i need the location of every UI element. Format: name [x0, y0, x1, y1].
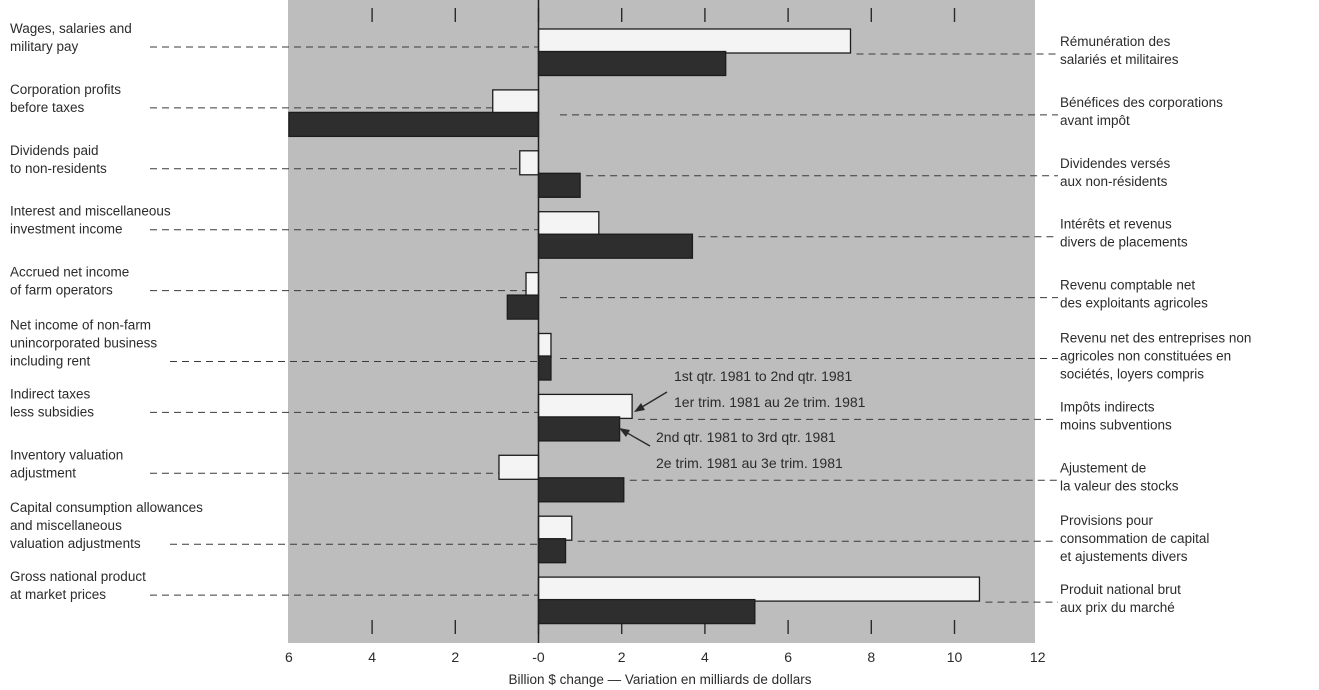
bar-series2: [537, 172, 581, 198]
category-label-fr: des exploitants agricoles: [1060, 296, 1208, 311]
category-label-fr: Bénéfices des corporations: [1060, 95, 1223, 110]
x-tick-label: 2: [618, 649, 626, 665]
x-tick-label: 4: [701, 649, 709, 665]
category-label-en: unincorporated business: [10, 336, 157, 351]
category-label-fr: Provisions pour: [1060, 513, 1154, 528]
category-label-en: less subsidies: [10, 404, 94, 419]
bar-series1: [537, 576, 981, 602]
bar-series1: [519, 150, 540, 176]
bar-series2: [537, 50, 727, 77]
bar-series1: [525, 271, 540, 298]
bar-series1: [492, 89, 540, 115]
bar-series2: [288, 111, 540, 138]
bar-series1: [537, 211, 600, 237]
legend-arrowhead-series2: [619, 428, 630, 437]
category-label-en: Net income of non-farm: [10, 318, 151, 333]
category-label-en: Wages, salaries and: [10, 21, 132, 36]
x-tick-label: 10: [947, 649, 963, 665]
category-label-en: adjustment: [10, 465, 76, 480]
category-label-en: Dividends paid: [10, 143, 99, 158]
category-label-en: military pay: [10, 39, 79, 54]
category-label-fr: la valeur des stocks: [1060, 478, 1179, 493]
category-label-en: and miscellaneous: [10, 518, 122, 533]
category-label-en: Corporation profits: [10, 82, 121, 97]
bar-series1: [537, 28, 852, 54]
category-label-en: Gross national product: [10, 569, 146, 584]
bar-series1: [498, 454, 540, 480]
x-tick-label: 6: [285, 649, 293, 665]
category-label-fr: Produit national brut: [1060, 582, 1181, 597]
legend-series2-en: 2nd qtr. 1981 to 3rd qtr. 1981: [656, 429, 836, 445]
category-label-fr: consommation de capital: [1060, 531, 1209, 546]
x-tick-labels: 6 4 2 -0 2 4 6 8 10 12: [285, 649, 1046, 665]
x-tick-label: 12: [1030, 649, 1046, 665]
x-tick-label: 2: [451, 649, 459, 665]
legend-series2-fr: 2e trim. 1981 au 3e trim. 1981: [656, 455, 843, 471]
labels-french: Rémunération des salariés et militaires Bé…: [1060, 34, 1251, 615]
category-label-fr: Dividendes versés: [1060, 156, 1171, 171]
category-label-fr: Rémunération des: [1060, 34, 1171, 49]
x-tick-label: 6: [784, 649, 792, 665]
category-label-en: at market prices: [10, 587, 106, 602]
labels-english: Wages, salaries and military pay Corporati…: [10, 21, 203, 602]
bar-series2: [537, 598, 756, 625]
category-label-fr: agricoles non constituées en: [1060, 349, 1231, 364]
category-label-fr: divers de placements: [1060, 235, 1188, 250]
category-label-en: to non-residents: [10, 161, 107, 176]
x-tick-label: 8: [867, 649, 875, 665]
x-tick-label: 4: [368, 649, 376, 665]
category-label-fr: aux non-résidents: [1060, 174, 1168, 189]
legend-arrowhead-series1: [634, 403, 645, 412]
category-label-fr: Intérêts et revenus: [1060, 217, 1172, 232]
bar-series2: [537, 538, 567, 564]
category-label-fr: aux prix du marché: [1060, 600, 1175, 615]
x-tick-label: -0: [532, 649, 545, 665]
category-label-fr: Revenu net des entreprises non: [1060, 331, 1251, 346]
category-label-en: including rent: [10, 354, 91, 369]
legend-series1-en: 1st qtr. 1981 to 2nd qtr. 1981: [674, 368, 852, 384]
bar-series2: [537, 233, 694, 259]
category-label-fr: Revenu comptable net: [1060, 278, 1195, 293]
bar-series1: [537, 515, 573, 541]
category-label-en: Accrued net income: [10, 265, 129, 280]
category-label-en: Interest and miscellaneous: [10, 204, 171, 219]
bar-series2: [537, 355, 552, 381]
x-axis-label: Billion $ change — Variation en milliard…: [509, 672, 812, 687]
category-label-en: valuation adjustments: [10, 536, 141, 551]
legend-series1-fr: 1er trim. 1981 au 2e trim. 1981: [674, 394, 866, 410]
bar-series2: [537, 477, 625, 503]
category-label-en: before taxes: [10, 100, 85, 115]
category-label-en: Capital consumption allowances: [10, 500, 203, 515]
bar-series1: [537, 332, 552, 359]
category-label-en: of farm operators: [10, 283, 113, 298]
category-label-fr: moins subventions: [1060, 417, 1172, 432]
bar-series2: [537, 416, 621, 442]
leader-lines: [150, 46, 1058, 603]
category-label-fr: sociétés, loyers compris: [1060, 367, 1204, 382]
category-label-en: Inventory valuation: [10, 447, 123, 462]
category-label-fr: Ajustement de: [1060, 460, 1146, 475]
bar-series1: [537, 393, 633, 420]
category-label-fr: avant impôt: [1060, 113, 1130, 128]
plot-area: [288, 0, 1035, 643]
category-label-fr: Impôts indirects: [1060, 399, 1155, 414]
category-label-fr: et ajustements divers: [1060, 549, 1188, 564]
category-label-en: Indirect taxes: [10, 386, 91, 401]
bar-series2: [506, 294, 540, 320]
category-label-fr: salariés et militaires: [1060, 52, 1179, 67]
category-label-en: investment income: [10, 222, 123, 237]
legend: 1st qtr. 1981 to 2nd qtr. 1981 1er trim.…: [619, 368, 866, 471]
